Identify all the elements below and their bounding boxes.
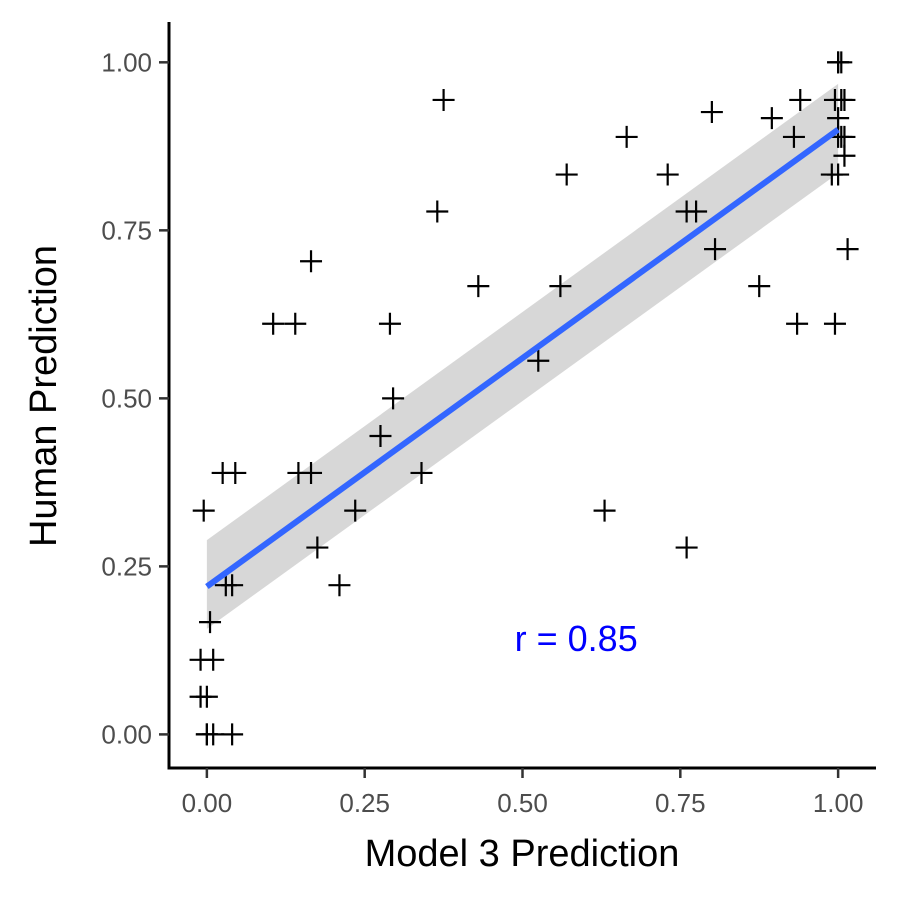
data-point <box>833 125 856 148</box>
data-point <box>262 312 285 335</box>
data-point <box>833 88 856 111</box>
data-point <box>432 88 455 111</box>
data-point <box>700 101 723 124</box>
data-point <box>382 387 405 410</box>
y-tick-label: 1.00 <box>101 47 152 77</box>
data-point <box>593 499 616 522</box>
x-tick-label: 0.25 <box>339 788 390 818</box>
data-point <box>782 125 805 148</box>
data-point <box>306 536 329 559</box>
data-point <box>467 275 490 298</box>
y-axis-title: Human Prediction <box>23 245 65 547</box>
y-tick-label: 0.75 <box>101 215 152 245</box>
data-point <box>833 144 856 167</box>
x-tick-label: 0.00 <box>182 788 233 818</box>
data-point <box>344 499 367 522</box>
data-point <box>221 574 244 597</box>
x-tick-label: 1.00 <box>813 788 864 818</box>
data-point <box>675 536 698 559</box>
data-point <box>615 125 638 148</box>
data-point <box>202 723 225 746</box>
data-point <box>789 88 812 111</box>
data-point <box>656 163 679 186</box>
data-point <box>704 238 727 261</box>
data-point <box>827 107 850 130</box>
x-tick-label: 0.50 <box>497 788 548 818</box>
x-tick-label: 0.75 <box>655 788 706 818</box>
data-point <box>300 461 323 484</box>
data-point <box>284 312 307 335</box>
data-point <box>786 312 809 335</box>
data-point <box>823 312 846 335</box>
data-point <box>549 275 572 298</box>
y-tick-label: 0.25 <box>101 551 152 581</box>
y-tick-label: 0.00 <box>101 719 152 749</box>
y-tick-label: 0.50 <box>101 383 152 413</box>
data-point <box>221 723 244 746</box>
data-point <box>199 611 222 634</box>
data-point <box>202 648 225 671</box>
data-point <box>760 107 783 130</box>
data-point <box>555 163 578 186</box>
data-point <box>195 685 218 708</box>
data-point <box>300 250 323 273</box>
data-point <box>748 275 771 298</box>
data-point <box>410 461 433 484</box>
data-point <box>378 312 401 335</box>
x-axis-title: Model 3 Prediction <box>365 833 680 875</box>
data-point <box>830 51 853 74</box>
data-point <box>827 163 850 186</box>
data-point <box>369 424 392 447</box>
data-point <box>527 349 550 372</box>
ticks-layer: 0.00 0.25 0.50 0.75 1.00 0.00 0.25 0.50 0.75 1.00 <box>101 47 863 818</box>
data-point <box>426 200 449 223</box>
correlation-annotation: r = 0.85 <box>515 618 638 659</box>
data-point <box>224 461 247 484</box>
trend-line <box>205 127 840 589</box>
data-point <box>836 238 859 261</box>
data-points-layer <box>189 51 859 746</box>
data-point <box>328 574 351 597</box>
data-point <box>192 499 215 522</box>
trend-line-layer <box>205 127 840 589</box>
data-point <box>685 200 708 223</box>
